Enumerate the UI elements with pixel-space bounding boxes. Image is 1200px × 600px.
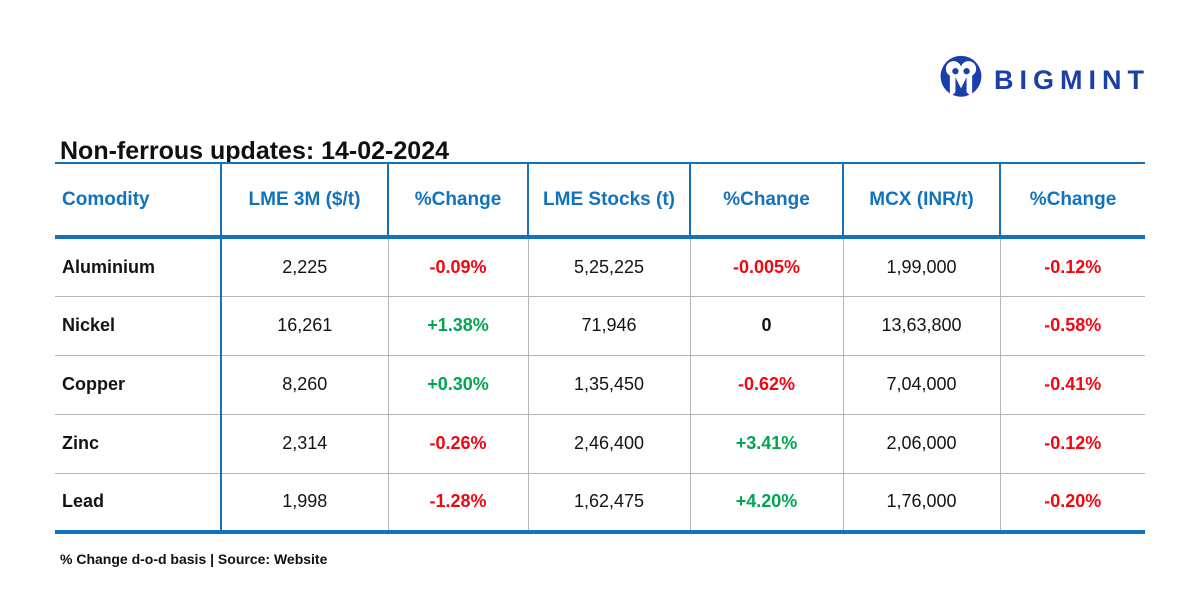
brand-name: BIGMINT	[994, 64, 1150, 95]
table-row: Nickel 16,261 +1.38% 71,946 0 13,63,800 …	[55, 295, 1145, 355]
column-header-lme-stocks-change: %Change	[690, 163, 844, 239]
lme-stocks-change: +4.20%	[690, 472, 844, 532]
lme-3m-change: -0.09%	[388, 237, 529, 296]
column-header-lme-stocks: LME Stocks (t)	[528, 163, 691, 239]
lme-3m-value: 1,998	[221, 472, 389, 532]
mcx-value: 2,06,000	[843, 413, 1001, 473]
table-row: Zinc 2,314 -0.26% 2,46,400 +3.41% 2,06,0…	[55, 413, 1145, 473]
table-row: Copper 8,260 +0.30% 1,35,450 -0.62% 7,04…	[55, 354, 1145, 414]
mcx-value: 1,99,000	[843, 237, 1001, 296]
column-header-lme-3m: LME 3M ($/t)	[221, 163, 389, 239]
lme-3m-value: 16,261	[221, 295, 389, 355]
mcx-change: -0.20%	[1000, 472, 1145, 532]
column-header-mcx: MCX (INR/t)	[843, 163, 1001, 239]
commodity-name: Lead	[55, 472, 222, 532]
mcx-value: 13,63,800	[843, 295, 1001, 355]
footnote: % Change d-o-d basis | Source: Website	[60, 551, 328, 567]
page-title: Non-ferrous updates: 14-02-2024	[60, 136, 450, 165]
lme-stocks-value: 5,25,225	[528, 237, 691, 296]
lme-stocks-change: -0.005%	[690, 237, 844, 296]
commodity-name: Zinc	[55, 413, 222, 473]
lme-3m-change: +0.30%	[388, 354, 529, 414]
lme-stocks-value: 71,946	[528, 295, 691, 355]
lme-3m-value: 2,225	[221, 237, 389, 296]
brand-logo: BIGMINT	[938, 54, 1150, 106]
lme-3m-value: 8,260	[221, 354, 389, 414]
table-row: Aluminium 2,225 -0.09% 5,25,225 -0.005% …	[55, 237, 1145, 296]
commodity-name: Nickel	[55, 295, 222, 355]
lme-3m-change: -1.28%	[388, 472, 529, 532]
mcx-change: -0.41%	[1000, 354, 1145, 414]
commodity-name: Copper	[55, 354, 222, 414]
column-header-mcx-change: %Change	[1000, 163, 1145, 239]
lme-stocks-value: 1,62,475	[528, 472, 691, 532]
bigmint-owl-logo-icon	[940, 55, 982, 98]
commodity-name: Aluminium	[55, 237, 222, 296]
lme-stocks-change: 0	[690, 295, 844, 355]
mcx-change: -0.12%	[1044, 256, 1102, 277]
column-header-commodity: Comodity	[55, 163, 222, 239]
mcx-change: -0.12%	[1000, 413, 1145, 473]
lme-stocks-value: 2,46,400	[528, 413, 691, 473]
lme-stocks-value: 1,35,450	[528, 354, 691, 414]
mcx-value: 7,04,000	[843, 354, 1001, 414]
lme-stocks-change: -0.62%	[690, 354, 844, 414]
lme-stocks-change: +3.41%	[690, 413, 844, 473]
mcx-change: -0.58%	[1000, 295, 1145, 355]
mcx-value: 1,76,000	[843, 472, 1001, 532]
table-header-row: Comodity LME 3M ($/t) %Change LME Stocks…	[55, 163, 1145, 239]
lme-3m-change: -0.26%	[388, 413, 529, 473]
lme-3m-change: +1.38%	[388, 295, 529, 355]
column-header-lme-3m-change: %Change	[388, 163, 529, 239]
lme-3m-value: 2,314	[221, 413, 389, 473]
commodity-price-table: Comodity LME 3M ($/t) %Change LME Stocks…	[55, 162, 1145, 534]
table-row: Lead 1,998 -1.28% 1,62,475 +4.20% 1,76,0…	[55, 472, 1145, 532]
